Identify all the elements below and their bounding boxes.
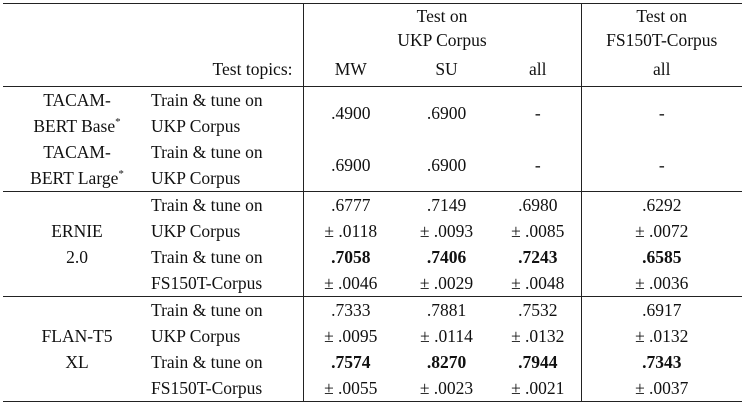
cell-su-sd: ± .0023	[419, 377, 474, 398]
model-name: TACAM- BERT Base*	[33, 89, 121, 136]
cell-mw: .7058	[302, 243, 398, 270]
cell-all-ukp: -	[534, 154, 541, 175]
cell-all-fs: .6585	[580, 243, 743, 270]
cell-mw: .7333	[302, 296, 398, 323]
header-group-ukp-line2: UKP Corpus	[397, 30, 487, 50]
model-name: FLAN-T5 XL	[41, 325, 113, 372]
cell-all-fs-sd: ± .0037	[580, 374, 743, 401]
train-setting-line2: UKP Corpus	[151, 220, 241, 241]
cell-su: .7881	[426, 299, 467, 320]
cell-mw: .6777	[302, 191, 398, 218]
table-row: Train & tune on .7058 .7406 .7243 .6585	[3, 243, 743, 270]
cell-su: .8270	[426, 351, 467, 372]
model-name: ERNIE 2.0	[51, 220, 103, 267]
col-mw: MW	[302, 52, 398, 86]
model-name: TACAM- BERT Large*	[30, 141, 124, 188]
cell-all-ukp: .7243	[518, 246, 558, 267]
train-setting-line2: UKP Corpus	[151, 325, 241, 346]
cell-all-ukp: .7944	[518, 351, 558, 372]
table-row: FS150T-Corpus ± .0055 ± .0023 ± .0021 ± …	[3, 374, 743, 401]
cell-su-sd: ± .0114	[420, 325, 473, 346]
cell-su: .7406	[426, 246, 467, 267]
cell-all-ukp-sd: ± .0085	[511, 220, 565, 241]
cell-all-fs: .7343	[580, 348, 743, 375]
cell-all-ukp: .6980	[518, 194, 558, 215]
cell-su-sd: ± .0029	[419, 272, 474, 293]
train-setting-line2: FS150T-Corpus	[151, 272, 263, 293]
cell-all-fs-sd: ± .0132	[580, 322, 743, 349]
header-group-fs-line2: FS150T-Corpus	[606, 30, 718, 50]
test-topics-label: Test topics:	[212, 58, 293, 79]
cell-mw-sd: ± .0118	[302, 217, 398, 244]
train-setting-line2: FS150T-Corpus	[151, 377, 263, 398]
table-row: Train & tune on .7574 .8270 .7944 .7343	[3, 348, 743, 375]
train-setting: Train & tune on UKP Corpus	[151, 89, 263, 136]
header-group-fs: Test on FS150T-Corpus	[580, 3, 743, 52]
cell-all-fs-sd: ± .0036	[580, 269, 743, 296]
cell-mw-sd: ± .0046	[302, 269, 398, 296]
cell-all-fs: .6292	[580, 191, 743, 218]
results-table: Test on UKP Corpus Test on FS150T-Corpus…	[3, 3, 743, 402]
cell-all-ukp-sd: ± .0021	[511, 377, 565, 398]
table-row: FS150T-Corpus ± .0046 ± .0029 ± .0048 ± …	[3, 269, 743, 296]
cell-all-ukp-sd: ± .0132	[511, 325, 565, 346]
cell-all-ukp: -	[534, 102, 541, 123]
cell-mw: .4900	[302, 86, 398, 139]
train-setting-line1: Train & tune on	[151, 299, 263, 320]
header-row-topics: Test topics: MW SU all all	[3, 52, 743, 86]
header-group-ukp-line1: Test on	[416, 6, 468, 26]
train-setting: Train & tune on UKP Corpus	[151, 141, 263, 188]
cell-mw-sd: ± .0055	[302, 374, 398, 401]
cell-all-ukp: .7532	[518, 299, 558, 320]
table-row: FLAN-T5 XL Train & tune on .7333 .7881 .…	[3, 296, 743, 372]
table-row: UKP Corpus ± .0095 ± .0114 ± .0132 ± .01…	[3, 322, 743, 349]
cell-mw: .7574	[302, 348, 398, 375]
cell-all-fs: .6917	[580, 296, 743, 323]
header-group-fs-line1: Test on	[636, 6, 688, 26]
cell-mw-sd: ± .0095	[302, 322, 398, 349]
header-row-groups: Test on UKP Corpus Test on FS150T-Corpus	[3, 3, 743, 52]
train-setting-line1: Train & tune on	[151, 194, 263, 215]
train-setting-line1: Train & tune on	[151, 351, 263, 372]
cell-mw: .6900	[302, 138, 398, 191]
table-row: TACAM- BERT Large* Train & tune on UKP C…	[3, 138, 743, 191]
cell-su: .6900	[426, 154, 467, 175]
table-row: UKP Corpus ± .0118 ± .0093 ± .0085 ± .00…	[3, 217, 743, 244]
cell-all-ukp-sd: ± .0048	[511, 272, 565, 293]
train-setting-line1: Train & tune on	[151, 246, 263, 267]
table-row: ERNIE 2.0 Train & tune on .6777 .7149 .6…	[3, 191, 743, 267]
col-all-fs: all	[580, 52, 743, 86]
cell-su: .6900	[426, 102, 467, 123]
cell-all-fs-sd: ± .0072	[580, 217, 743, 244]
table-row: TACAM- BERT Base* Train & tune on UKP Co…	[3, 86, 743, 139]
header-group-ukp: Test on UKP Corpus	[302, 3, 582, 52]
cell-all-fs: -	[580, 86, 743, 139]
col-all-ukp: all	[529, 58, 547, 79]
cell-su: .7149	[426, 194, 467, 215]
cell-all-fs: -	[580, 138, 743, 191]
col-su: SU	[435, 58, 458, 79]
cell-su-sd: ± .0093	[419, 220, 474, 241]
